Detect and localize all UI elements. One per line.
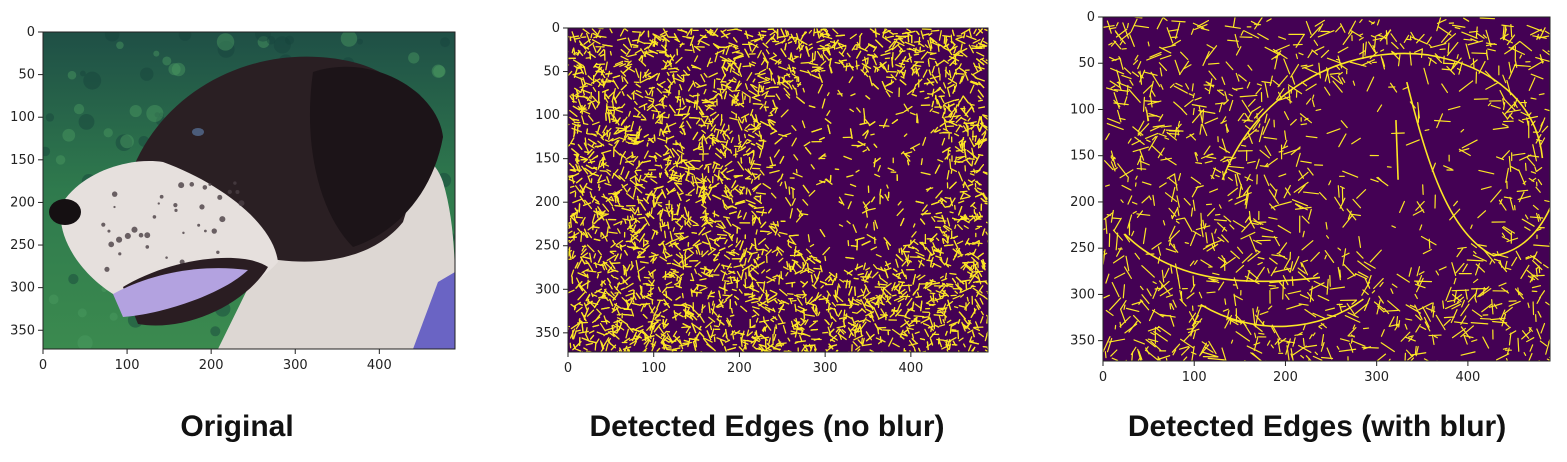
caption-edges-with-blur: Detected Edges (with blur) <box>1127 410 1507 443</box>
y-tick-label: 150 <box>10 153 35 168</box>
x-tick-label: 400 <box>1455 370 1480 385</box>
x-tick-label: 0 <box>564 361 572 376</box>
panel-edges-with-blur: 0 100 200 300 400 0 50 100 150 200 250 300 350 <box>1070 10 1551 385</box>
y-tick-label: 300 <box>535 282 560 297</box>
y-tick-label: 250 <box>10 238 35 253</box>
x-tick-label: 300 <box>283 358 308 373</box>
x-tick-label: 200 <box>1273 370 1298 385</box>
y-tick-label: 300 <box>1070 287 1095 302</box>
y-tick-label: 100 <box>535 108 560 123</box>
x-tick-label: 300 <box>813 361 838 376</box>
x-tick-label: 400 <box>898 361 923 376</box>
x-tick-label: 200 <box>199 358 224 373</box>
y-tick-label: 0 <box>552 21 560 36</box>
y-tick-label: 0 <box>27 25 35 40</box>
x-tick-label: 200 <box>727 361 752 376</box>
y-tick-label: 50 <box>543 65 560 80</box>
y-tick-label: 350 <box>1070 334 1095 349</box>
x-tick-label: 400 <box>367 358 392 373</box>
y-tick-label: 350 <box>535 326 560 341</box>
y-tick-label: 300 <box>10 281 35 296</box>
panel-original: 0 100 200 300 400 0 50 100 150 200 250 300 350 <box>10 25 456 373</box>
y-tick-label: 200 <box>10 195 35 210</box>
x-tick-label: 100 <box>115 358 140 373</box>
x-tick-label: 0 <box>1099 370 1107 385</box>
y-tick-label: 50 <box>18 68 35 83</box>
y-tick-label: 150 <box>535 152 560 167</box>
x-tick-label: 0 <box>39 358 47 373</box>
caption-edges-no-blur: Detected Edges (no blur) <box>589 410 945 443</box>
panel-edges-no-blur: 0 100 200 300 400 0 50 100 150 200 250 300 350 <box>535 21 989 376</box>
y-tick-label: 250 <box>535 239 560 254</box>
y-tick-label: 100 <box>1070 102 1095 117</box>
y-tick-label: 50 <box>1078 56 1095 71</box>
x-tick-label: 100 <box>1182 370 1207 385</box>
dog-photo <box>43 32 455 349</box>
caption-original: Original <box>180 410 294 443</box>
y-tick-label: 100 <box>10 110 35 125</box>
x-tick-label: 100 <box>641 361 666 376</box>
y-tick-label: 200 <box>535 195 560 210</box>
y-tick-label: 150 <box>1070 149 1095 164</box>
y-tick-label: 350 <box>10 323 35 338</box>
y-tick-label: 0 <box>1087 10 1095 25</box>
y-tick-label: 250 <box>1070 241 1095 256</box>
x-tick-label: 300 <box>1364 370 1389 385</box>
edge-map-image <box>1103 17 1550 361</box>
y-tick-label: 200 <box>1070 195 1095 210</box>
edge-map-image <box>568 28 988 352</box>
